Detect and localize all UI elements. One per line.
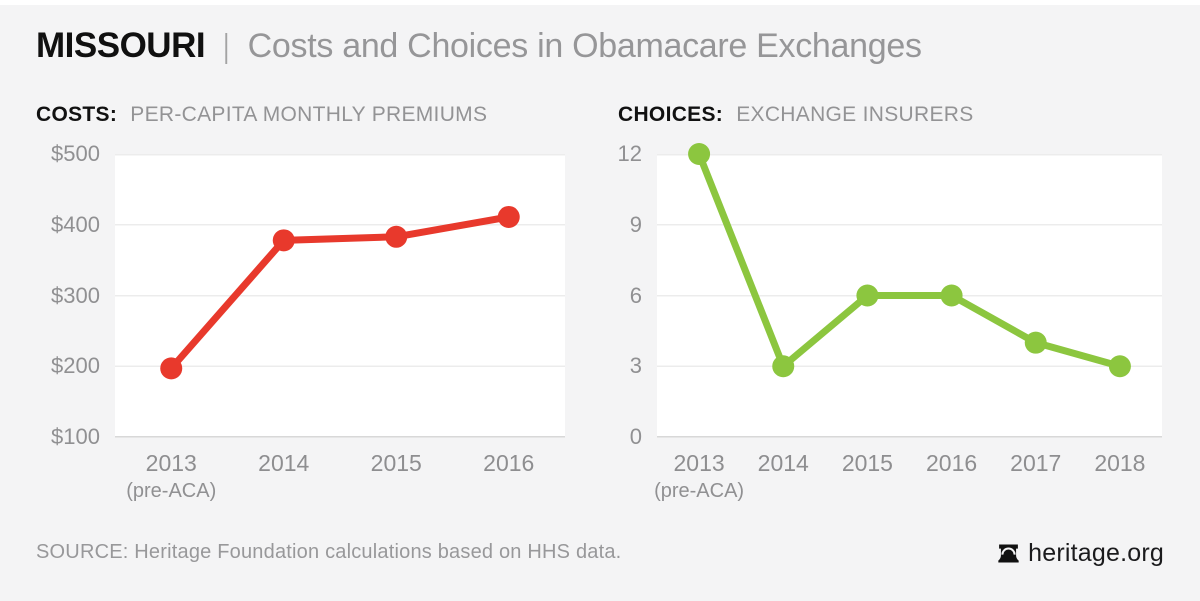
x-tick-sublabel: (pre-ACA) (126, 480, 217, 502)
x-tick-sublabel: (pre-ACA) (654, 480, 745, 502)
page-title: Costs and Choices in Obamacare Exchanges (247, 26, 922, 65)
costs-data-point (160, 357, 183, 380)
y-tick-label: $200 (51, 353, 100, 379)
costs-heading-label: COSTS: (36, 103, 118, 126)
choices-data-point (1108, 355, 1131, 378)
brand-text: heritage.org (1028, 539, 1164, 567)
x-tick-label: 2017 (1010, 450, 1062, 476)
costs-chart-heading: COSTS: PER-CAPITA MONTHLY PREMIUMS (36, 103, 487, 127)
choices-heading-text: EXCHANGE INSURERS (736, 103, 974, 126)
y-tick-label: 9 (629, 211, 642, 237)
choices-data-point (688, 143, 711, 165)
x-tick-label: 2016 (925, 450, 978, 476)
title-separator: | (223, 27, 230, 64)
choices-heading-label: CHOICES: (618, 103, 724, 126)
x-tick-label: 2015 (841, 450, 893, 476)
costs-plot-area (115, 153, 565, 438)
state-title: MISSOURI (36, 26, 206, 65)
y-tick-label: $500 (51, 141, 100, 166)
top-border (0, 0, 1200, 5)
costs-heading-text: PER-CAPITA MONTHLY PREMIUMS (130, 103, 488, 126)
costs-chart: $100 $200 $300 $400 $500 2013 (pre-ACA) 2014 201… (51, 141, 565, 502)
costs-data-point (272, 229, 295, 252)
y-tick-label: $100 (51, 424, 100, 449)
choices-data-point (1024, 331, 1047, 354)
brand-logo: heritage.org (997, 539, 1164, 568)
costs-data-point (497, 205, 520, 228)
source-note: SOURCE: Heritage Foundation calculations… (36, 541, 622, 563)
header: MISSOURI | Costs and Choices in Obamacar… (36, 26, 922, 66)
choices-line (695, 150, 1124, 370)
y-tick-label: 12 (617, 141, 642, 166)
x-tick-label: 2018 (1094, 450, 1146, 476)
x-tick-label: 2016 (483, 450, 535, 476)
liberty-bell-icon (997, 542, 1020, 565)
y-tick-label: 3 (629, 353, 642, 379)
x-tick-label: 2014 (258, 450, 310, 476)
choices-data-point (772, 355, 795, 378)
costs-data-point (385, 225, 408, 248)
y-tick-label: 6 (629, 282, 642, 308)
x-tick-label: 2015 (370, 450, 422, 476)
y-tick-label: 0 (629, 424, 642, 449)
choices-plot-area (657, 143, 1162, 438)
choices-data-point (940, 284, 963, 307)
choices-chart: 0 3 6 9 12 2013 (pre-ACA) 2014 2015 2016 2017 2018 (618, 141, 1162, 502)
x-tick-label: 2013 (673, 450, 725, 476)
costs-line (167, 213, 513, 372)
x-tick-label: 2014 (757, 450, 809, 476)
x-tick-label: 2013 (145, 450, 197, 476)
choices-chart-heading: CHOICES: EXCHANGE INSURERS (618, 103, 974, 127)
choices-data-point (856, 284, 879, 307)
y-tick-label: $400 (51, 211, 100, 237)
y-tick-label: $300 (51, 282, 100, 308)
